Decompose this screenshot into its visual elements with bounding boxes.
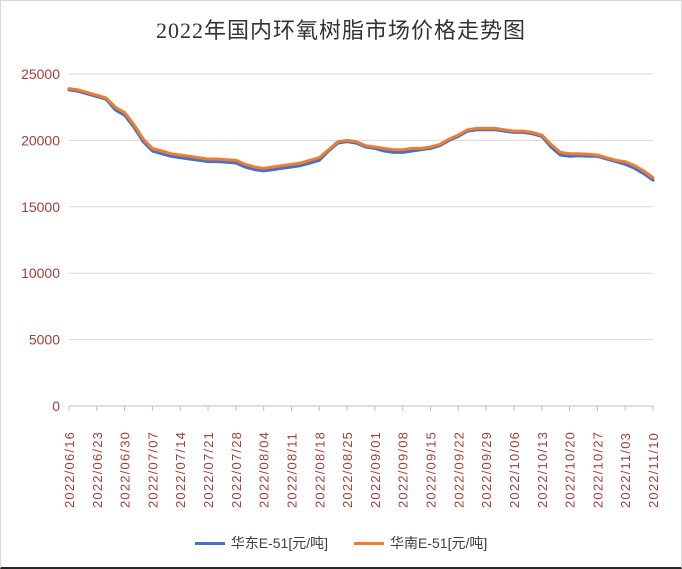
svg-text:2022/06/23: 2022/06/23: [90, 431, 105, 508]
legend-item-south: 华南E-51[元/吨]: [354, 533, 487, 553]
svg-text:2022/09/15: 2022/09/15: [424, 431, 439, 508]
svg-text:5000: 5000: [29, 332, 60, 348]
chart-title: 2022年国内环氧树脂市场价格走势图: [155, 17, 526, 43]
svg-text:2022/10/06: 2022/10/06: [507, 431, 522, 508]
legend-label-east: 华东E-51[元/吨]: [230, 535, 328, 551]
svg-text:2022/08/11: 2022/08/11: [284, 432, 299, 508]
svg-text:15000: 15000: [21, 199, 60, 215]
legend-item-east: 华东E-51[元/吨]: [194, 533, 328, 553]
svg-text:2022/08/25: 2022/08/25: [340, 431, 355, 508]
legend-label-south: 华南E-51[元/吨]: [390, 535, 488, 551]
svg-text:25000: 25000: [21, 66, 60, 82]
svg-text:2022/07/07: 2022/07/07: [145, 431, 160, 508]
chart-plot-area: 0 5000 10000 15000 20000 25000 2022/06/16 2022/…: [21, 66, 661, 508]
svg-text:10000: 10000: [21, 265, 60, 281]
svg-text:2022/10/13: 2022/10/13: [535, 431, 550, 508]
svg-text:2022/10/27: 2022/10/27: [590, 431, 605, 508]
svg-text:2022/09/08: 2022/09/08: [396, 431, 411, 508]
svg-text:2022/09/29: 2022/09/29: [479, 431, 494, 508]
svg-text:2022/09/01: 2022/09/01: [368, 431, 383, 508]
svg-text:2022/10/20: 2022/10/20: [563, 431, 578, 508]
south-series-line-swatch: [354, 541, 384, 545]
svg-text:2022/11/03: 2022/11/03: [618, 432, 633, 508]
svg-text:2022/07/28: 2022/07/28: [229, 431, 244, 508]
svg-text:2022/08/18: 2022/08/18: [312, 431, 327, 508]
chart-legend: 华东E-51[元/吨] 华南E-51[元/吨]: [1, 533, 681, 553]
svg-text:20000: 20000: [21, 132, 60, 148]
svg-text:2022/08/04: 2022/08/04: [257, 431, 272, 508]
svg-text:2022/06/30: 2022/06/30: [118, 431, 133, 508]
east-series-line-swatch: [194, 541, 225, 545]
svg-text:0: 0: [52, 398, 60, 414]
svg-text:2022/06/16: 2022/06/16: [62, 431, 77, 508]
svg-text:2022/07/21: 2022/07/21: [201, 431, 216, 508]
svg-text:2022/09/22: 2022/09/22: [451, 431, 466, 508]
svg-text:2022/11/10: 2022/11/10: [646, 432, 661, 508]
svg-text:2022/07/14: 2022/07/14: [173, 431, 188, 508]
